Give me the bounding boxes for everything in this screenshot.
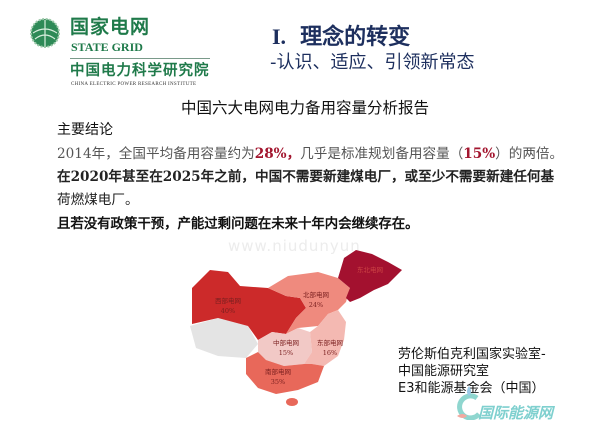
title-text: 理念的转变 — [300, 25, 411, 50]
org-name-cn: 国家电网 — [70, 16, 151, 38]
org-name-en: STATE GRID — [71, 40, 143, 54]
p1-text-2: 几乎是标准规划备用容量（ — [300, 146, 464, 162]
highlight-15: 15% — [463, 146, 496, 162]
value-east: 16% — [323, 349, 337, 357]
p1-text: 2014年，全国平均备用容量约为 — [57, 146, 255, 162]
region-no-data — [190, 318, 258, 358]
institute-name-en: CHINA ELECTRIC POWER RESEARCH INSTITUTE — [71, 82, 197, 87]
slide-subtitle: -认识、适应、引领新常态 — [270, 52, 475, 73]
label-northeast: 东北电网 — [357, 265, 383, 274]
paragraph-3: 且若没有政策干预，产能过剩问题在未来十年内会继续存在。 — [57, 217, 419, 232]
watermark-site-name: 国际能源网 — [478, 404, 554, 422]
header-divider — [70, 58, 210, 59]
credit-line-2: 中国能源研究室 — [398, 364, 490, 379]
value-central: 15% — [279, 349, 293, 357]
conclusion-heading: 主要结论 — [57, 122, 113, 138]
region-east — [304, 310, 346, 366]
label-north: 北部电网 — [303, 290, 329, 299]
institute-name-cn: 中国电力科学研究院 — [70, 63, 210, 79]
value-north: 24% — [309, 301, 323, 309]
region-northeast — [338, 250, 402, 302]
region-central — [258, 328, 312, 366]
p1-text-3: ）的两倍。 — [495, 146, 564, 162]
credit-line-3: E3和能源基金会（中国） — [398, 381, 545, 396]
slide-title: I. 理念的转变 — [272, 24, 410, 51]
region-west — [192, 270, 306, 340]
section-number: I. — [272, 24, 287, 49]
paragraph-2-line-1: 在2020年甚至在2025年之前，中国不需要新建煤电厂，或至少不需要新建任何基 — [57, 169, 555, 185]
value-south: 35% — [271, 378, 285, 386]
region-hainan — [286, 398, 298, 406]
watermark-url: www.niudunyun — [228, 237, 361, 255]
china-grid-map: 西部电网 40% 北部电网 24% 东北电网 中部电网 15% 东部电网 16%… — [188, 248, 408, 412]
paragraph-2-line-2: 荷燃煤电厂。 — [57, 192, 139, 208]
region-south — [246, 352, 324, 394]
energy-site-logo-icon — [455, 384, 485, 424]
state-grid-logo-icon — [29, 17, 61, 53]
label-central: 中部电网 — [273, 338, 299, 347]
label-west: 西部电网 — [215, 296, 241, 305]
label-south: 南部电网 — [265, 367, 291, 376]
highlight-28: 28%， — [254, 146, 301, 162]
value-west: 40% — [221, 307, 235, 315]
label-east: 东部电网 — [317, 338, 343, 347]
region-north — [268, 272, 350, 334]
report-title: 中国六大电网电力备用容量分析报告 — [180, 99, 429, 117]
credit-line-1: 劳伦斯伯克利国家实验室- — [398, 347, 546, 362]
paragraph-1: 2014年，全国平均备用容量约为28%，几乎是标准规划备用容量（15%）的两倍。 — [57, 145, 563, 163]
